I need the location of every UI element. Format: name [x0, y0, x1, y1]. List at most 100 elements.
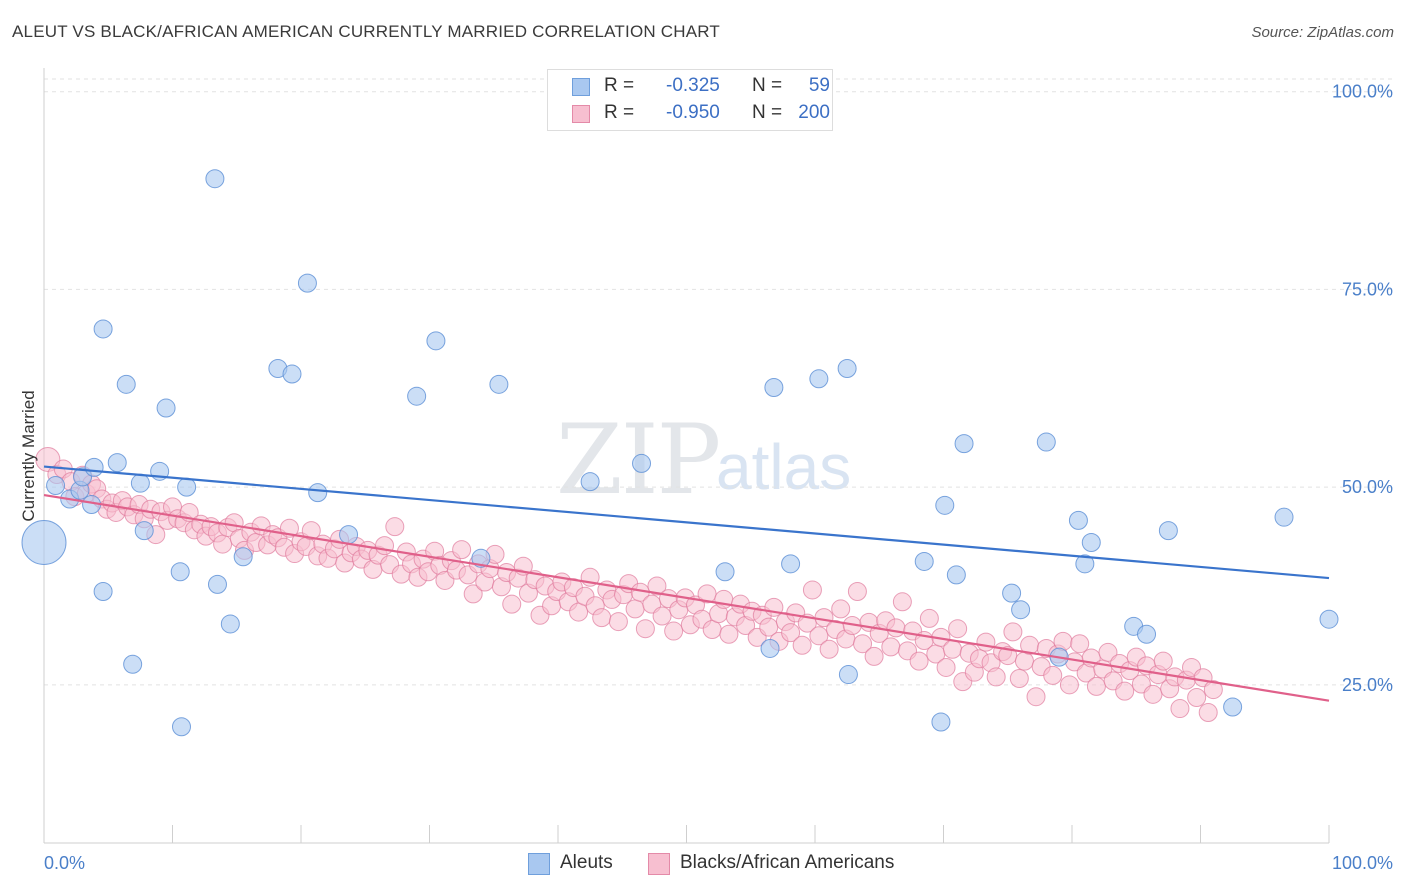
point-black-african-american [702, 619, 722, 639]
point-aleut [171, 717, 191, 737]
point-black-african-american [792, 635, 812, 655]
point-black-african-american [1187, 687, 1207, 707]
point-black-african-american [847, 582, 867, 602]
point-aleut [760, 638, 780, 658]
point-black-african-american [301, 521, 321, 541]
point-aleut [426, 331, 446, 351]
point-aleut [84, 457, 104, 477]
point-black-african-american [592, 608, 612, 628]
point-black-african-american [1170, 699, 1190, 719]
n-label: N = [752, 75, 783, 96]
stats-box: R = -0.325 N = 59 R = -0.950 N = 200 [547, 69, 833, 131]
n-label: N = [752, 102, 783, 123]
watermark-atlas: atlas [716, 431, 852, 503]
point-black-african-american [213, 534, 233, 554]
point-black-african-american [608, 612, 628, 632]
point-black-african-american [942, 639, 962, 659]
point-aleut [1002, 583, 1022, 603]
point-black-african-american [936, 657, 956, 677]
chart-title: ALEUT VS BLACK/AFRICAN AMERICAN CURRENTL… [12, 22, 721, 41]
point-aleut [282, 364, 302, 384]
point-aleut [1158, 521, 1178, 541]
source-credit: Source: ZipAtlas.com [1251, 24, 1394, 41]
point-aleut [1036, 432, 1056, 452]
point-black-african-american [881, 637, 901, 657]
point-black-african-american [635, 619, 655, 639]
point-aleut [93, 319, 113, 339]
point-aleut [107, 453, 127, 473]
point-aleut [489, 374, 509, 394]
point-black-african-american [652, 606, 672, 626]
point-aleut [1068, 510, 1088, 530]
point-aleut [837, 359, 857, 379]
point-aleut [715, 562, 735, 582]
point-aleut [1011, 600, 1031, 620]
legend-label-blacks: Blacks/African Americans [680, 852, 895, 873]
point-aleut [220, 614, 240, 634]
point-black-african-american [1009, 669, 1029, 689]
point-black-african-american [1153, 651, 1173, 671]
point-black-african-american [1198, 703, 1218, 723]
point-black-african-american [647, 576, 667, 596]
point-aleut [46, 476, 66, 496]
point-aleut [471, 548, 491, 568]
point-black-african-american [224, 513, 244, 533]
point-black-african-american [831, 599, 851, 619]
point-aleut [134, 521, 154, 541]
point-aleut [21, 519, 67, 565]
point-aleut [1274, 507, 1294, 527]
point-black-african-american [909, 651, 929, 671]
point-black-african-american [886, 618, 906, 638]
point-black-african-american [1143, 684, 1163, 704]
point-black-african-american [569, 602, 589, 622]
legend-label-aleuts: Aleuts [560, 852, 613, 873]
point-aleut [130, 473, 150, 493]
point-black-african-american [1086, 676, 1106, 696]
point-black-african-american [919, 608, 939, 628]
point-black-african-american [625, 599, 645, 619]
point-black-african-american [664, 621, 684, 641]
point-black-african-american [385, 517, 405, 537]
x-tick-label: 100.0% [1332, 853, 1393, 873]
point-aleut [1223, 697, 1243, 717]
point-aleut [308, 483, 328, 503]
point-aleut [1075, 554, 1095, 574]
data-points [21, 169, 1339, 737]
point-aleut [123, 654, 143, 674]
y-tick-label: 75.0% [1342, 279, 1393, 299]
point-black-african-american [864, 646, 884, 666]
point-aleut [170, 562, 190, 582]
point-aleut [809, 369, 829, 389]
tick-labels: 25.0% 50.0% 75.0% 100.0% 0.0% 100.0% Currently… [19, 82, 1393, 873]
point-aleut [954, 434, 974, 454]
y-tick-label: 50.0% [1342, 477, 1393, 497]
point-black-african-american [1043, 665, 1063, 685]
trend-line-blacks [43, 493, 1330, 702]
point-black-african-american [1014, 651, 1034, 671]
axes [43, 68, 1330, 844]
point-aleut [1319, 609, 1339, 629]
point-aleut [1081, 532, 1101, 552]
point-black-african-american [809, 626, 829, 646]
point-aleut [764, 377, 784, 397]
point-aleut [205, 169, 225, 189]
point-aleut [93, 582, 113, 602]
point-aleut [914, 551, 934, 571]
point-black-african-american [802, 580, 822, 600]
r-value: -0.950 [666, 102, 720, 123]
point-aleut [177, 477, 197, 497]
n-value: 59 [808, 75, 830, 96]
legend-swatch-blacks [648, 853, 670, 875]
point-black-african-american [819, 639, 839, 659]
point-aleut [946, 565, 966, 585]
point-black-african-american [781, 623, 801, 643]
x-tick-label: 0.0% [44, 853, 85, 873]
point-black-african-american [948, 619, 968, 639]
point-aleut [407, 386, 427, 406]
point-aleut [1137, 624, 1157, 644]
point-black-african-american [452, 540, 472, 560]
point-black-african-american [502, 594, 522, 614]
point-black-african-american [1053, 631, 1073, 651]
trend-line-aleuts [43, 465, 1330, 580]
